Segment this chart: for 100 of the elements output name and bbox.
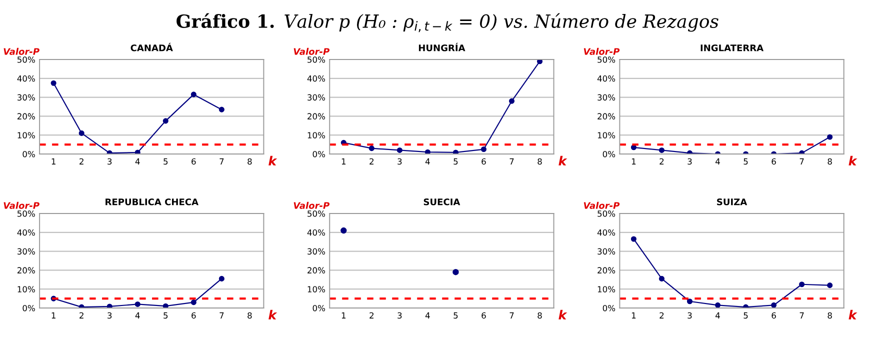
y-tick-label: 0%: [312, 150, 325, 158]
y-tick-label: 0%: [22, 150, 35, 158]
y-tick-label: 50%: [598, 210, 616, 217]
y-tick-label: 20%: [308, 113, 325, 120]
x-tick-label: 2: [370, 312, 374, 318]
x-tick-label: 2: [80, 312, 84, 318]
y-axis-title: Valor-P: [4, 48, 40, 55]
x-tick-label: 3: [108, 312, 112, 319]
x-tick-label: 8: [828, 312, 832, 319]
y-tick-label: 30%: [308, 94, 325, 101]
chart-title: CANADÁ: [130, 42, 173, 52]
x-tick-label: 7: [510, 312, 514, 318]
x-tick-label: 4: [716, 312, 720, 318]
x-tick-label: 6: [772, 158, 776, 165]
y-axis-title: Valor-P: [584, 48, 620, 55]
x-tick-label: 6: [482, 312, 486, 319]
x-tick-label: 5: [454, 158, 458, 165]
y-tick-label: 0%: [602, 304, 616, 312]
y-tick-label: 50%: [18, 56, 35, 63]
x-tick-label: 3: [688, 158, 692, 165]
x-axis-title: k: [268, 156, 278, 166]
x-tick-label: 5: [164, 312, 168, 319]
x-tick-label: 7: [800, 312, 804, 318]
y-tick-label: 0%: [312, 304, 325, 312]
text: Gráfico 1.: [176, 13, 274, 28]
x-tick-label: 7: [800, 158, 804, 164]
y-tick-label: 40%: [597, 229, 616, 236]
x-tick-label: 3: [398, 158, 402, 165]
chart-title: SUECIA: [424, 198, 460, 206]
x-tick-label: 3: [688, 312, 692, 319]
y-tick-label: 10%: [598, 286, 616, 292]
x-tick-label: 7: [220, 158, 224, 164]
x-tick-label: 8: [248, 158, 252, 165]
y-tick-label: 40%: [17, 229, 35, 236]
y-tick-label: 20%: [17, 113, 35, 120]
y-tick-label: 40%: [597, 75, 616, 82]
x-axis-title: k: [558, 310, 568, 320]
x-tick-label: 6: [192, 312, 196, 319]
x-tick-label: 7: [510, 158, 514, 164]
x-tick-label: 8: [538, 158, 542, 165]
x-tick-label: 8: [828, 158, 832, 165]
y-tick-label: 20%: [598, 113, 616, 120]
x-tick-label: 1: [342, 312, 346, 318]
x-tick-label: 6: [482, 158, 486, 165]
x-tick-label: 5: [744, 312, 748, 319]
y-tick-label: 40%: [307, 229, 325, 236]
x-tick-label: 1: [632, 312, 636, 318]
x-tick-label: 1: [632, 158, 636, 164]
x-axis-title: k: [848, 156, 858, 166]
y-tick-label: 50%: [598, 56, 616, 63]
x-tick-label: 1: [52, 158, 56, 164]
y-axis-title: Valor-P: [294, 48, 330, 55]
y-tick-label: 40%: [17, 75, 35, 82]
y-tick-label: 30%: [18, 94, 35, 101]
x-tick-label: 8: [538, 312, 542, 319]
x-axis-title: k: [848, 310, 858, 320]
y-tick-label: 0%: [602, 150, 616, 158]
x-tick-label: 5: [454, 312, 458, 319]
y-tick-label: 10%: [308, 132, 325, 138]
y-axis-title: Valor-P: [584, 202, 620, 209]
x-tick-label: 6: [192, 158, 196, 165]
y-tick-label: 30%: [18, 248, 35, 255]
text: Valor p (H₀ : ρ$_{i,t−k}$ = 0) vs. Número de Rezagos: [284, 13, 718, 32]
y-tick-label: 20%: [17, 267, 35, 274]
x-tick-label: 2: [660, 312, 664, 318]
x-tick-label: 3: [108, 158, 112, 165]
x-tick-label: 6: [772, 312, 776, 319]
x-tick-label: 4: [135, 312, 140, 318]
x-tick-label: 4: [425, 158, 430, 164]
y-tick-label: 50%: [308, 56, 325, 63]
y-tick-label: 10%: [308, 286, 325, 292]
x-tick-label: 5: [164, 158, 168, 165]
x-tick-label: 2: [80, 158, 84, 164]
y-tick-label: 0%: [22, 304, 35, 312]
chart-title: REPUBLICA CHECA: [106, 198, 198, 206]
y-tick-label: 10%: [598, 132, 616, 138]
y-tick-label: 50%: [308, 210, 325, 217]
x-tick-label: 4: [716, 158, 720, 164]
x-axis-title: k: [268, 310, 278, 320]
y-tick-label: 30%: [598, 248, 616, 255]
x-tick-label: 1: [342, 158, 346, 164]
y-axis-title: Valor-P: [4, 202, 40, 209]
x-tick-label: 8: [248, 312, 252, 319]
y-axis-title: Valor-P: [294, 202, 330, 209]
x-tick-label: 5: [744, 158, 748, 165]
chart-title: INGLATERRA: [700, 44, 764, 52]
y-tick-label: 20%: [308, 267, 325, 274]
chart-title: SUIZA: [717, 198, 748, 206]
x-tick-label: 1: [52, 312, 56, 318]
y-tick-label: 30%: [598, 94, 616, 101]
x-tick-label: 7: [220, 312, 224, 318]
y-tick-label: 30%: [308, 248, 325, 255]
y-tick-label: 10%: [18, 132, 35, 138]
x-tick-label: 4: [425, 312, 430, 318]
x-axis-title: k: [558, 156, 568, 166]
y-tick-label: 50%: [18, 210, 35, 217]
y-tick-label: 10%: [18, 286, 35, 292]
x-tick-label: 3: [398, 312, 402, 319]
y-tick-label: 20%: [598, 267, 616, 274]
y-tick-label: 40%: [307, 75, 325, 82]
